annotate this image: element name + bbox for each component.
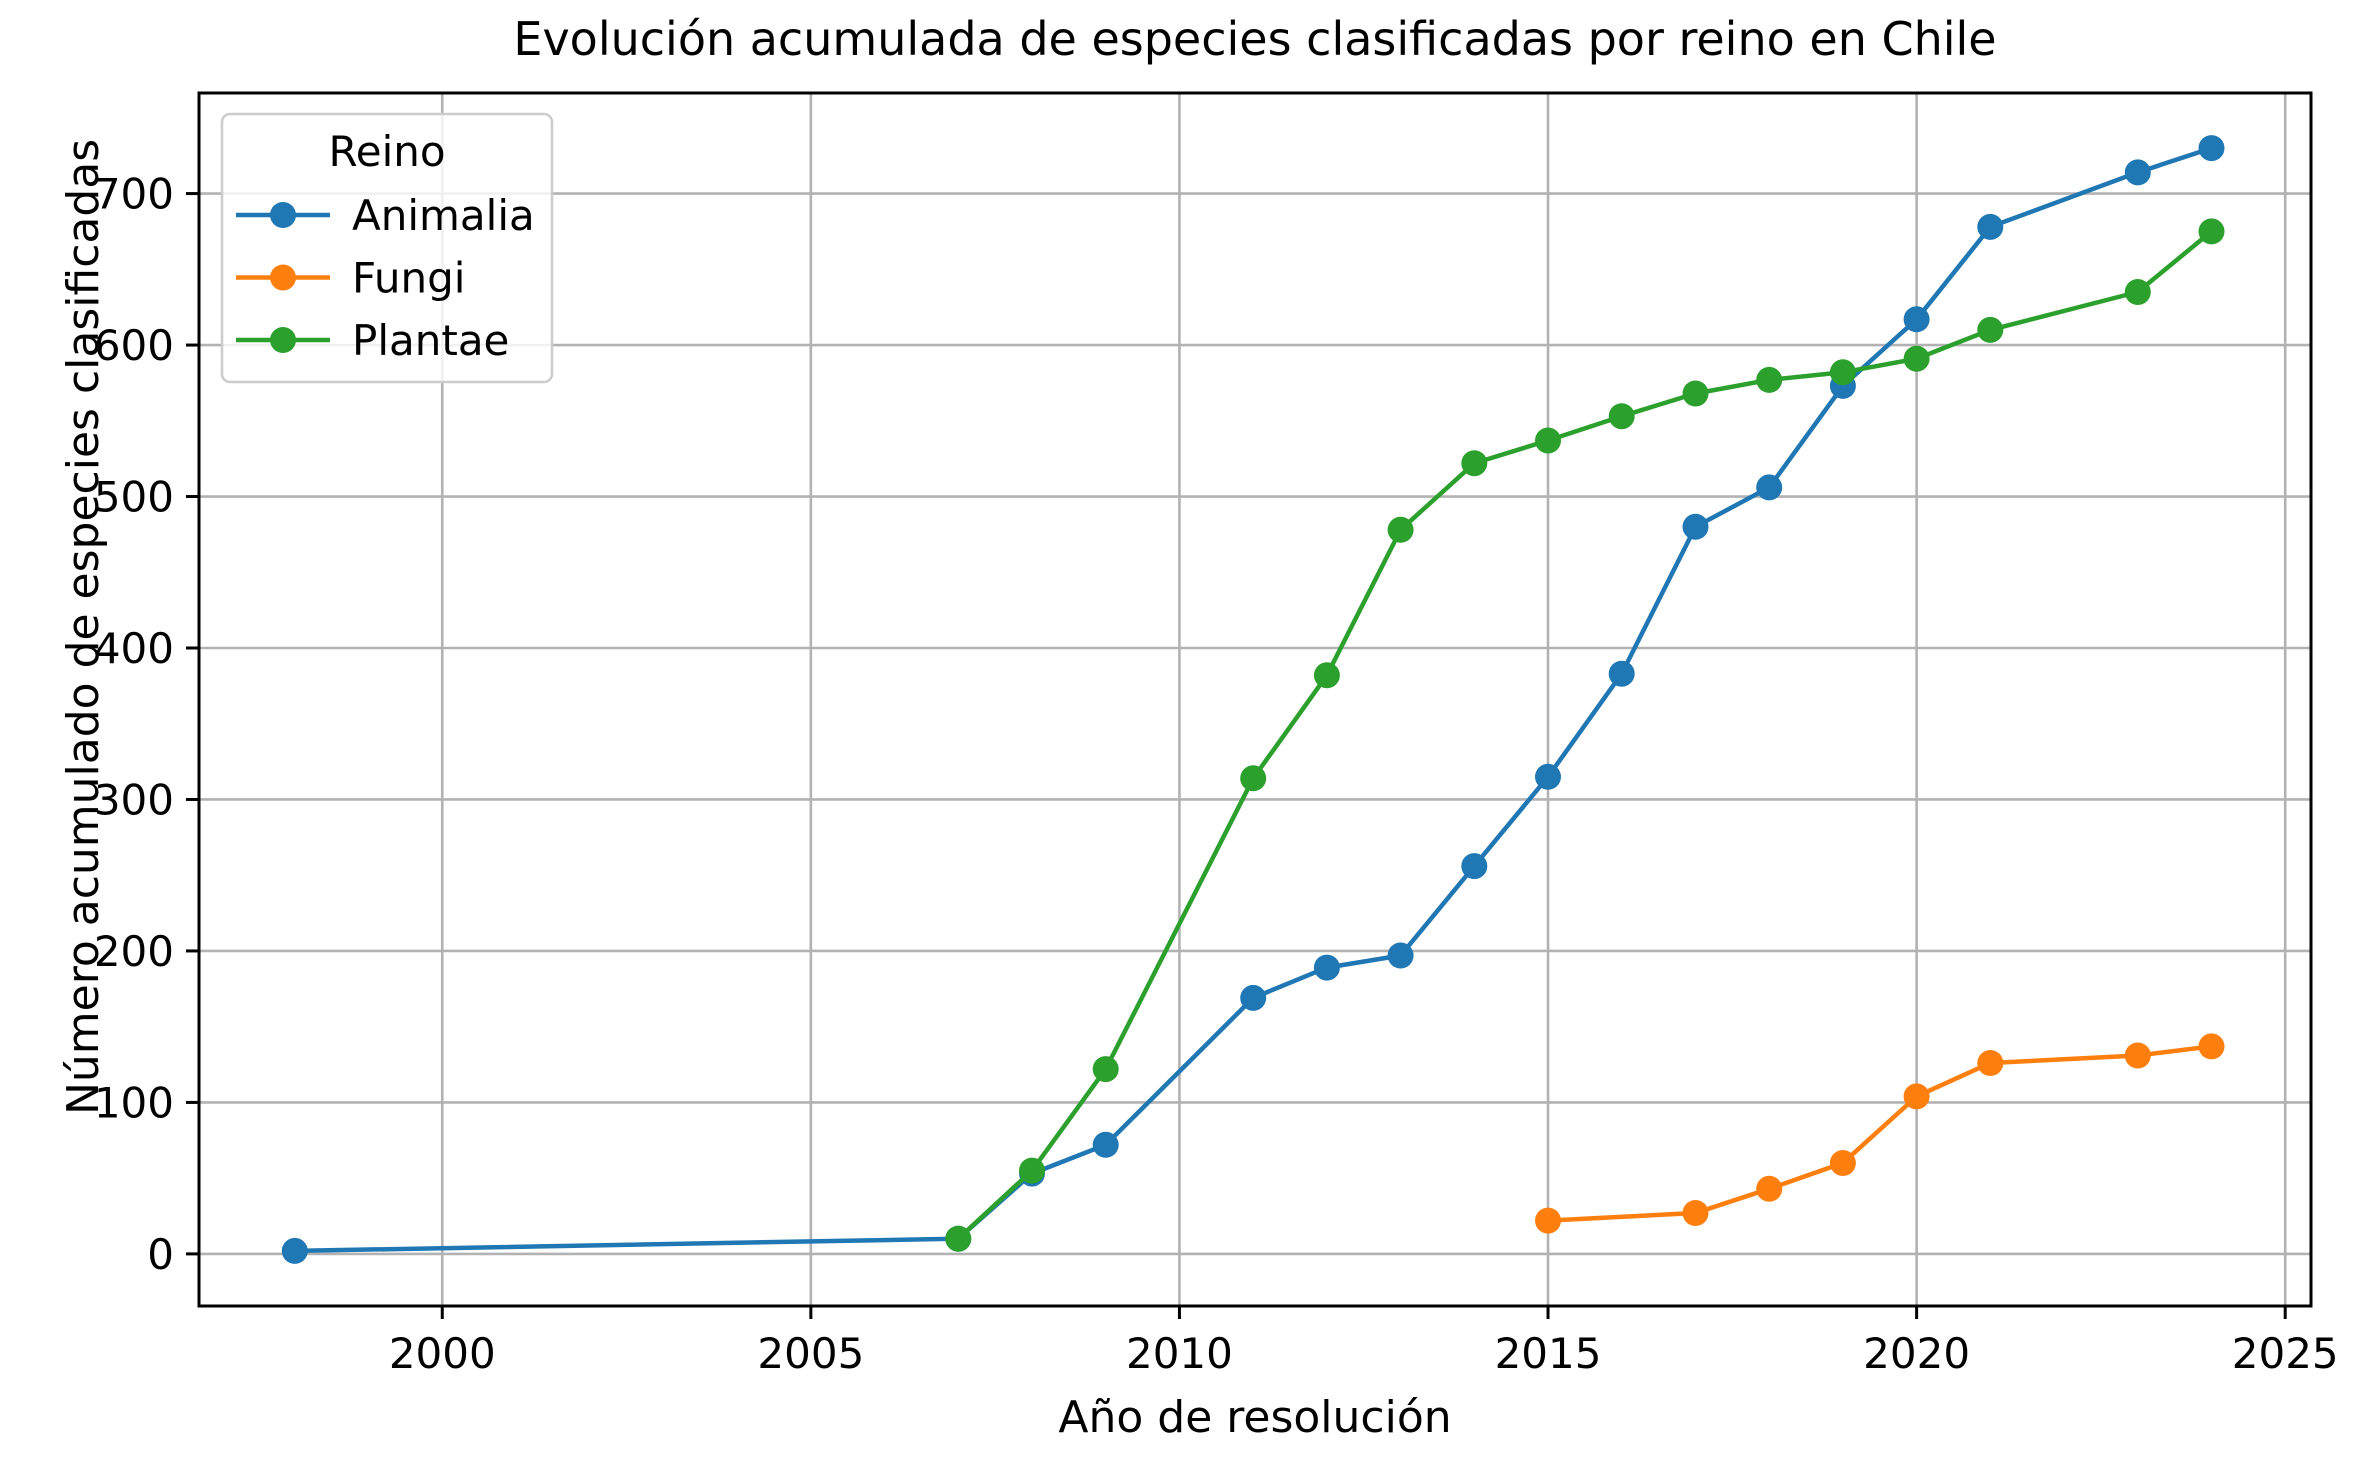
data-point-plantae: [1903, 345, 1930, 372]
legend-marker-fungi: [270, 264, 296, 291]
legend-box: [220, 112, 554, 384]
x-tick-label: 2015: [1495, 1329, 1602, 1378]
data-point-plantae: [1756, 366, 1783, 393]
data-point-plantae: [1682, 380, 1709, 407]
data-point-animalia: [1535, 763, 1561, 790]
data-point-plantae: [1608, 403, 1635, 430]
data-point-fungi: [1903, 1083, 1930, 1110]
data-point-animalia: [1608, 660, 1635, 687]
data-point-plantae: [1829, 359, 1856, 386]
data-point-fungi: [2198, 1033, 2225, 1060]
data-point-animalia: [281, 1237, 308, 1264]
y-tick-label: 0: [147, 1230, 174, 1279]
data-point-plantae: [2198, 218, 2225, 245]
data-point-fungi: [1756, 1175, 1783, 1202]
data-point-animalia: [1756, 474, 1783, 501]
y-tick-label: 300: [94, 775, 174, 824]
data-point-animalia: [1461, 853, 1488, 880]
data-point-fungi: [1535, 1207, 1561, 1234]
axes-spines: [197, 91, 2313, 1308]
y-tick-label: 600: [94, 321, 174, 370]
series-line-fungi: [1545, 1044, 2214, 1223]
data-point-plantae: [1535, 427, 1561, 454]
x-tick-label: 2025: [2232, 1329, 2339, 1378]
data-point-plantae: [1240, 765, 1267, 792]
y-tick-label: 400: [94, 624, 174, 673]
data-point-animalia: [1977, 213, 2004, 240]
data-point-animalia: [1092, 1131, 1119, 1158]
data-point-plantae: [1092, 1056, 1119, 1083]
data-point-plantae: [1313, 662, 1340, 689]
legend-label-fungi: Fungi: [352, 254, 465, 303]
data-point-plantae: [1461, 450, 1488, 477]
chart-title: Evolución acumulada de especies clasific…: [513, 12, 1997, 66]
legend-marker-animalia: [270, 202, 296, 228]
data-point-fungi: [1829, 1150, 1856, 1176]
data-point-plantae: [1387, 516, 1414, 543]
data-point-animalia: [1682, 513, 1709, 540]
data-point-fungi: [2124, 1042, 2151, 1069]
series-line-plantae: [956, 229, 2214, 1241]
x-tick-label: 2010: [1126, 1329, 1233, 1378]
data-point-animalia: [2124, 159, 2151, 186]
data-point-animalia: [1240, 984, 1267, 1011]
data-point-plantae: [945, 1225, 972, 1252]
data-point-fungi: [1977, 1050, 2004, 1076]
data-point-fungi: [1682, 1200, 1709, 1226]
data-point-plantae: [2124, 279, 2151, 305]
data-point-animalia: [1903, 306, 1930, 333]
x-tick-label: 2000: [389, 1329, 496, 1378]
legend-marker-plantae: [270, 327, 296, 353]
data-point-animalia: [1387, 942, 1414, 969]
y-tick-label: 200: [94, 927, 174, 976]
x-tick-label: 2020: [1863, 1329, 1970, 1378]
x-axis-label: Año de resolución: [1058, 1392, 1452, 1443]
data-point-plantae: [1019, 1157, 1045, 1184]
y-tick-label: 700: [94, 170, 174, 219]
legend-title: Reino: [328, 127, 445, 176]
legend-label-plantae: Plantae: [352, 316, 509, 365]
y-tick-label: 500: [94, 473, 174, 522]
y-axis-label: Número acumulado de especies clasificada…: [58, 138, 109, 1115]
data-point-animalia: [2198, 135, 2225, 162]
data-point-plantae: [1977, 316, 2004, 343]
y-tick-label: 100: [94, 1078, 174, 1127]
x-tick-label: 2005: [757, 1329, 864, 1378]
data-point-animalia: [1313, 954, 1340, 981]
legend-label-animalia: Animalia: [352, 191, 535, 240]
